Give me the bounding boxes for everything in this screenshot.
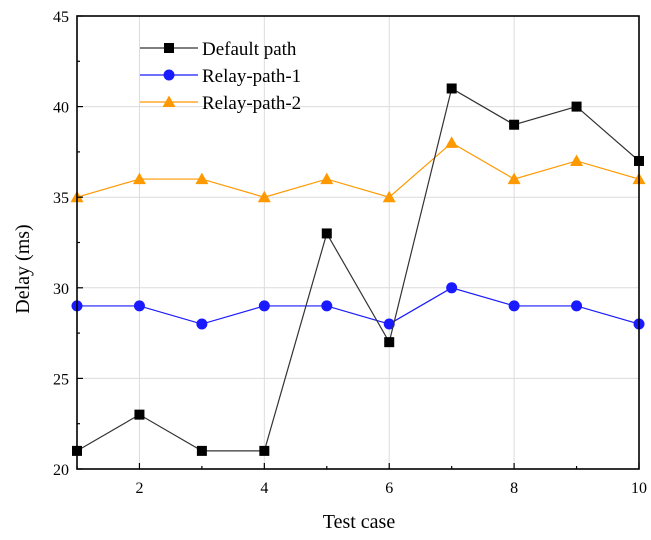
axes xyxy=(76,15,640,470)
y-tick-label: 45 xyxy=(53,9,69,26)
data-point xyxy=(321,228,332,239)
series-line xyxy=(76,142,640,198)
series-line xyxy=(77,287,640,325)
data-point xyxy=(132,172,146,185)
y-tick-label: 40 xyxy=(53,100,69,117)
x-tick-label: 8 xyxy=(510,480,518,497)
data-point xyxy=(321,300,333,312)
data-point xyxy=(571,300,583,312)
y-tick-label: 30 xyxy=(53,281,69,298)
data-point xyxy=(445,136,459,148)
data-point xyxy=(508,300,520,312)
legend-item: Relay-path-2 xyxy=(140,93,301,114)
data-point xyxy=(383,318,395,330)
x-tick-label: 2 xyxy=(135,480,143,497)
series-relay-path-1 xyxy=(71,282,645,330)
legend-item: Relay-path-1 xyxy=(140,66,301,87)
x-tick-label: 4 xyxy=(260,480,268,497)
x-tick-label: 10 xyxy=(631,480,647,497)
tick-labels: 2 4 6 8 10 20 25 30 35 40 45 xyxy=(53,9,647,497)
legend-item: Default path xyxy=(140,39,297,60)
y-axis-label: Delay (ms) xyxy=(12,224,34,313)
series-default-path xyxy=(72,83,644,456)
y-tick-label: 25 xyxy=(53,371,69,388)
data-point xyxy=(195,172,209,185)
data-point xyxy=(384,337,395,348)
data-point xyxy=(570,154,584,166)
series-layer xyxy=(70,83,646,456)
x-axis-label: Test case xyxy=(323,511,396,533)
legend-label: Default path xyxy=(202,39,297,60)
series-line xyxy=(76,87,640,452)
legend-marker xyxy=(162,95,176,107)
series-relay-path-2 xyxy=(70,136,646,203)
legend: Default path Relay-path-1 Relay-path-2 xyxy=(140,39,301,114)
legend-label: Relay-path-1 xyxy=(202,66,301,87)
data-point xyxy=(382,190,396,203)
y-tick-label: 35 xyxy=(53,190,69,207)
data-point xyxy=(509,119,520,130)
data-point xyxy=(507,172,521,185)
legend-marker xyxy=(163,69,175,81)
x-tick-label: 6 xyxy=(385,480,393,497)
data-point xyxy=(258,300,270,312)
legend-label: Relay-path-2 xyxy=(202,93,301,114)
data-point xyxy=(196,445,207,456)
legend-marker xyxy=(164,43,174,53)
data-point xyxy=(446,83,457,94)
data-point xyxy=(133,300,145,312)
data-point xyxy=(446,282,458,294)
y-tick-label: 20 xyxy=(53,462,69,479)
grid xyxy=(77,16,639,469)
data-point xyxy=(571,101,582,112)
data-point xyxy=(134,409,145,420)
data-point xyxy=(320,172,334,185)
data-point xyxy=(259,445,270,456)
plot-frame xyxy=(76,15,640,470)
data-point xyxy=(257,190,271,203)
data-point xyxy=(196,318,208,330)
